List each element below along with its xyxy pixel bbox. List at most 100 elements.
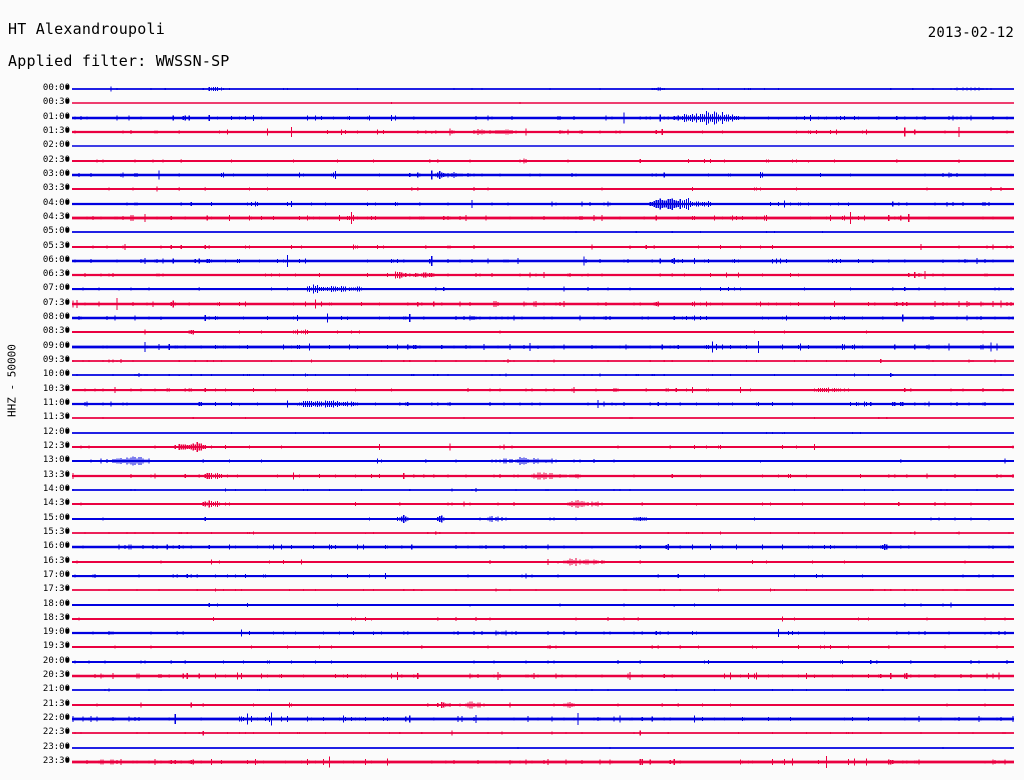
trace-time-label: 00:00 [42, 83, 70, 93]
trace-time-label: 23:00 [42, 741, 70, 752]
seismic-trace [72, 329, 1014, 336]
axis-tick [66, 99, 69, 104]
axis-tick [66, 743, 69, 748]
axis-tick [66, 500, 69, 505]
seismic-trace [72, 731, 1014, 736]
seismic-trace [72, 746, 1014, 749]
trace-row: 22:30 [0, 726, 1024, 740]
trace-time-label: 17:30 [42, 584, 70, 595]
trace-time-label: 07:30 [42, 297, 70, 308]
seismic-trace [72, 671, 1014, 681]
trace-row: 06:00 [0, 254, 1024, 268]
axis-tick [66, 600, 69, 605]
trace-row: 01:00 [0, 110, 1024, 125]
seismic-trace [72, 340, 1014, 353]
trace-row: 05:30 [0, 240, 1024, 254]
axis-tick [66, 371, 69, 376]
trace-time-label: 00:30 [42, 97, 70, 108]
trace-time-label: 23:30 [42, 756, 70, 767]
trace-time-label: 02:00 [42, 140, 70, 151]
trace-time-label: 01:30 [42, 125, 70, 136]
seismic-trace [72, 755, 1014, 769]
seismic-trace [72, 616, 1014, 622]
seismic-trace [72, 358, 1014, 364]
axis-tick [66, 285, 69, 290]
trace-row: 03:00 [0, 168, 1024, 182]
trace-time-label: 14:30 [42, 498, 70, 509]
trace-time-label: 11:00 [42, 398, 70, 409]
trace-time-label: 20:30 [42, 670, 70, 681]
trace-time-label: 16:00 [42, 541, 70, 552]
trace-time-label: 20:00 [42, 655, 70, 666]
trace-time-label: 19:30 [42, 641, 70, 652]
axis-tick [66, 271, 69, 276]
trace-row: 12:00 [0, 426, 1024, 440]
trace-time-label: 04:00 [42, 197, 70, 208]
trace-row: 09:30 [0, 354, 1024, 368]
axis-tick [66, 156, 69, 161]
seismic-trace [72, 659, 1014, 664]
seismic-trace [72, 431, 1014, 434]
trace-row: 10:00 [0, 368, 1024, 382]
trace-time-label: 08:00 [42, 312, 70, 323]
trace-row: 02:30 [0, 154, 1024, 168]
applied-filter-label: Applied filter: WWSSN-SP [8, 52, 230, 70]
seismic-trace [72, 688, 1014, 693]
trace-time-label: 10:00 [42, 369, 70, 380]
axis-tick [66, 228, 69, 233]
seismic-trace [72, 313, 1014, 323]
trace-time-label: 03:00 [42, 168, 70, 179]
trace-row: 22:00 [0, 712, 1024, 726]
seismic-trace [72, 544, 1014, 551]
trace-time-label: 12:00 [42, 426, 70, 437]
station-title: HT Alexandroupoli [8, 20, 165, 38]
seismic-trace [72, 186, 1014, 192]
trace-row: 17:00 [0, 569, 1024, 583]
trace-row: 11:00 [0, 397, 1024, 411]
seismic-trace [72, 441, 1014, 453]
seismic-trace [72, 400, 1014, 408]
trace-time-label: 18:30 [42, 612, 70, 623]
axis-tick [66, 643, 69, 648]
trace-time-label: 15:00 [42, 512, 70, 523]
axis-tick [66, 428, 69, 433]
trace-time-label: 15:30 [42, 526, 70, 537]
trace-row: 15:00 [0, 512, 1024, 526]
trace-time-label: 01:00 [42, 111, 70, 122]
seismic-trace [72, 386, 1014, 393]
trace-row: 16:30 [0, 555, 1024, 569]
axis-tick [66, 414, 69, 419]
axis-tick [66, 657, 69, 662]
trace-time-label: 13:00 [42, 455, 70, 466]
trace-row: 08:00 [0, 311, 1024, 325]
axis-tick [66, 385, 69, 390]
trace-row: 18:00 [0, 598, 1024, 612]
trace-row: 11:30 [0, 411, 1024, 425]
trace-time-label: 11:30 [42, 412, 70, 423]
axis-tick [66, 328, 69, 333]
trace-row: 01:30 [0, 125, 1024, 139]
axis-tick [66, 299, 69, 304]
trace-time-label: 16:30 [42, 555, 70, 566]
seismic-trace [72, 602, 1014, 607]
trace-time-label: 06:00 [42, 254, 70, 265]
trace-time-label: 19:00 [42, 627, 70, 638]
trace-row: 20:30 [0, 669, 1024, 683]
helicorder-plot: 00:00 00:30 01:00 01:30 02:00 02:30 03:00 03:30… [0, 80, 1024, 775]
seismic-trace [72, 557, 1014, 566]
axis-tick [66, 528, 69, 533]
axis-tick [66, 571, 69, 576]
seismic-trace [72, 110, 1014, 125]
axis-tick [66, 113, 69, 118]
axis-tick [66, 170, 69, 175]
trace-time-label: 05:00 [42, 226, 70, 237]
axis-tick [66, 543, 69, 548]
trace-row: 21:00 [0, 683, 1024, 697]
trace-row: 04:30 [0, 211, 1024, 225]
seismic-trace [72, 531, 1014, 535]
axis-tick [66, 629, 69, 634]
axis-tick [66, 85, 69, 89]
seismic-trace [72, 701, 1014, 709]
trace-row: 16:00 [0, 540, 1024, 554]
